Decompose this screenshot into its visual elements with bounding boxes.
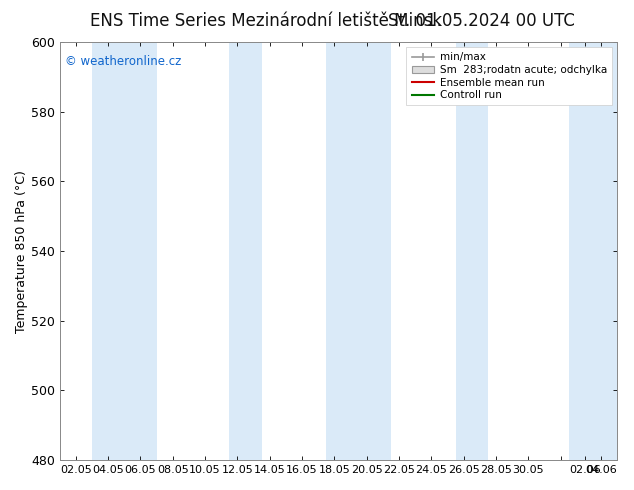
Bar [569, 42, 618, 460]
Legend: min/max, Sm  283;rodatn acute; odchylka, Ensemble mean run, Controll run: min/max, Sm 283;rodatn acute; odchylka, … [406, 47, 612, 105]
Y-axis label: Temperature 850 hPa (°C): Temperature 850 hPa (°C) [15, 170, 28, 333]
Text: ENS Time Series Mezinárodní letiště Minsk: ENS Time Series Mezinárodní letiště Mins… [90, 12, 443, 30]
Text: © weatheronline.cz: © weatheronline.cz [65, 54, 181, 68]
Bar [327, 42, 391, 460]
Bar [92, 42, 157, 460]
Text: St. 01.05.2024 00 UTC: St. 01.05.2024 00 UTC [389, 12, 575, 30]
Bar [456, 42, 488, 460]
Bar [230, 42, 262, 460]
